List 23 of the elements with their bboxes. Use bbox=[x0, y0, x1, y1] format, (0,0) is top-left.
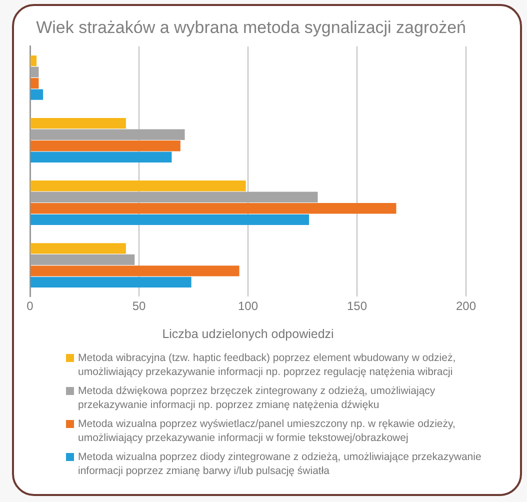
legend-label: Metoda wibracyjna (tzw. haptic feedback) poprzez element wbudowany w odzież, umożliwiający przekazywanie informacji np. poprzez regulację natężenia wibracji bbox=[78, 351, 457, 379]
bar bbox=[30, 203, 396, 214]
bar bbox=[30, 140, 180, 152]
bar bbox=[30, 243, 126, 254]
x-tick-label: 100 bbox=[238, 299, 258, 314]
bar bbox=[30, 266, 240, 276]
x-tick-label: 50 bbox=[132, 299, 146, 314]
bar bbox=[30, 118, 126, 129]
bar bbox=[30, 152, 172, 162]
x-tick-label: 0 bbox=[26, 299, 34, 314]
bar bbox=[30, 214, 310, 226]
x-tick-label: 150 bbox=[346, 299, 368, 314]
bar bbox=[30, 78, 39, 89]
legend-label: Metoda wizualna poprzez wyświetlacz/panel umieszczony np. w rękawie odzieży, umożliwiający przekazywanie informacji w formie tekstowej/obrazkowej bbox=[78, 417, 456, 445]
x-tick-label: 200 bbox=[456, 299, 476, 314]
legend-label: Metoda wizualna poprzez diody zintegrowane z odzieżą, umożliwiające przekazywanie informacji poprzez zmianę barwy i/lub pulsację światła bbox=[78, 450, 482, 478]
bar bbox=[30, 276, 192, 288]
bar bbox=[30, 55, 37, 66]
x-axis-title: Liczba udzielonych odpowiedzi bbox=[162, 326, 334, 341]
bar bbox=[30, 89, 44, 100]
bar bbox=[30, 180, 246, 192]
chart-title: Wiek strażaków a wybrana metoda sygnalizacji zagrożeń bbox=[36, 18, 466, 37]
legend-label: Metoda dźwiękowa poprzez brzęczek zintegrowany z odzieżą, umożliwiający przekazywanie informacji np. poprzez zmianę natężenia dźwięku bbox=[78, 384, 436, 412]
